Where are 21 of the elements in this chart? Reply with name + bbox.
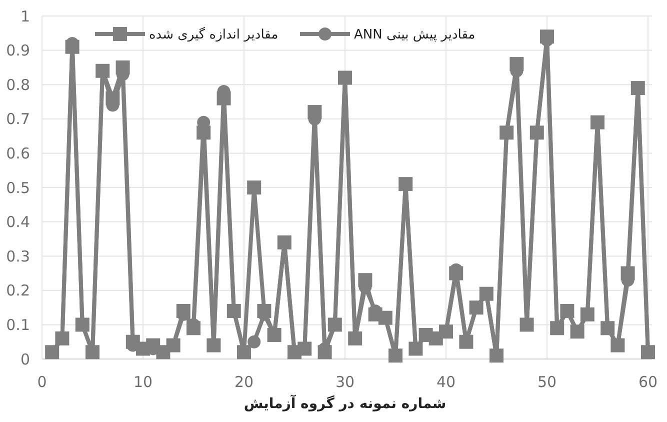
x-tick-label: 20 [234,373,254,391]
y-tick-label: 0.3 [6,247,30,266]
x-tick-label: 50 [537,373,557,391]
x-tick-label: 0 [37,373,47,391]
y-tick-label: 0.2 [6,282,30,300]
legend-label: مقادیر پیش بینی ANN [354,28,476,43]
y-tick-label: 0.5 [6,178,30,197]
y-tick-label: 0.6 [6,144,30,162]
x-tick-label: 40 [436,373,456,391]
legend-label: مقادیر اندازه گیری شده [149,26,278,43]
y-tick-label: 0.1 [6,316,30,334]
x-axis-title: شماره نمونه در گروه آزمایش [244,394,446,412]
y-tick-label: 0.7 [6,110,30,128]
y-tick-label: 0.4 [6,213,30,232]
y-tick-label: 0.8 [6,76,30,94]
x-tick-label: 10 [133,373,153,391]
x-tick-label: 60 [638,373,658,391]
y-tick-label: 0 [20,350,30,368]
x-tick-label: 30 [335,373,355,391]
y-tick-label: 1 [20,7,30,26]
y-tick-label: 0.9 [6,42,30,60]
